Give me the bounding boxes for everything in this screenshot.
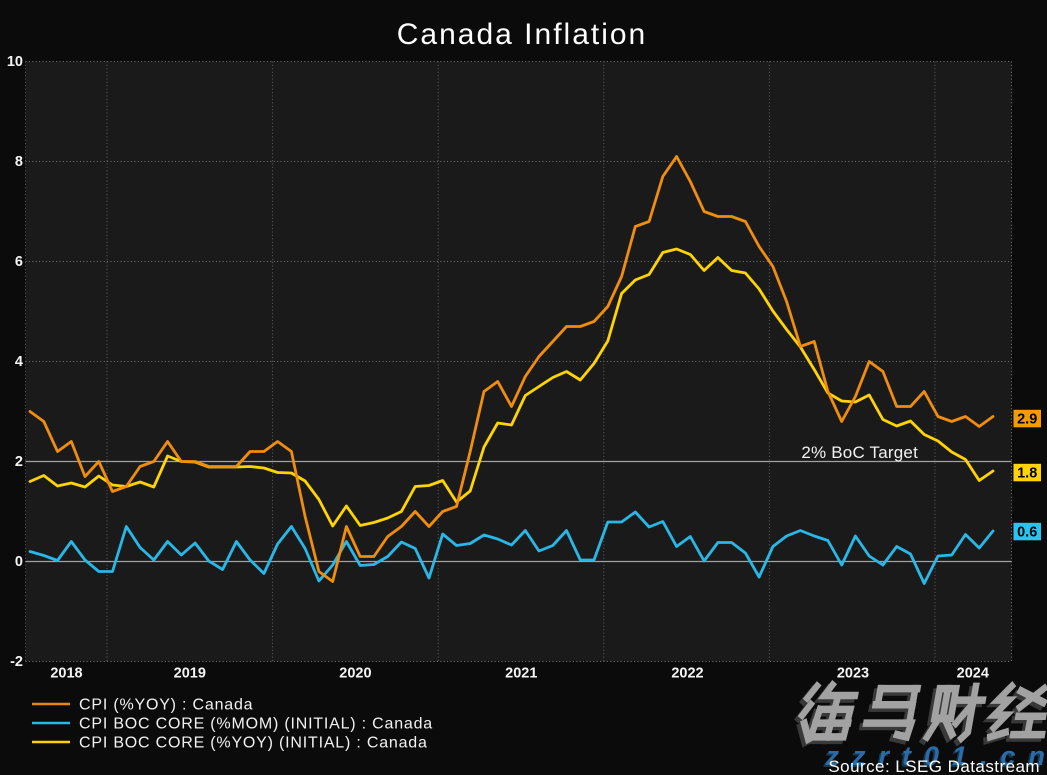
svg-text:-2: -2 <box>10 654 23 670</box>
svg-text:1.8: 1.8 <box>1017 465 1037 481</box>
svg-text:2020: 2020 <box>339 665 371 681</box>
svg-text:8: 8 <box>15 154 23 170</box>
svg-text:2019: 2019 <box>174 665 206 681</box>
svg-text:zzrt01.cn: zzrt01.cn <box>824 741 1047 771</box>
svg-text:2022: 2022 <box>671 665 703 681</box>
svg-text:CPI BOC CORE (%MOM) (INITIAL): CPI BOC CORE (%MOM) (INITIAL) : Canada <box>79 716 433 733</box>
svg-text:2021: 2021 <box>505 665 537 681</box>
svg-text:CPI (%YOY) : Canada: CPI (%YOY) : Canada <box>79 697 253 714</box>
svg-text:2024: 2024 <box>957 665 989 681</box>
svg-text:0.6: 0.6 <box>1017 524 1037 540</box>
svg-text:2023: 2023 <box>837 665 869 681</box>
svg-text:Source: LSEG Datastream: Source: LSEG Datastream <box>828 757 1040 775</box>
svg-text:2018: 2018 <box>50 665 82 681</box>
svg-text:4: 4 <box>15 354 23 370</box>
svg-text:2% BoC Target: 2% BoC Target <box>801 443 918 462</box>
svg-text:6: 6 <box>15 254 23 270</box>
svg-text:0: 0 <box>15 554 23 570</box>
svg-text:2: 2 <box>15 454 23 470</box>
svg-text:10: 10 <box>7 54 23 70</box>
svg-text:zzrt01.cn: zzrt01.cn <box>822 743 1047 773</box>
svg-text:Canada Inflation: Canada Inflation <box>397 18 648 51</box>
svg-text:2.9: 2.9 <box>1017 411 1037 427</box>
svg-text:CPI BOC CORE (%YOY) (INITIAL): CPI BOC CORE (%YOY) (INITIAL) : Canada <box>79 735 428 752</box>
